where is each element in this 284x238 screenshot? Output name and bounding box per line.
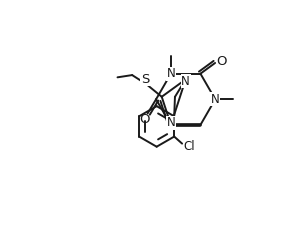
- Text: N: N: [166, 67, 175, 80]
- Text: N: N: [181, 75, 190, 88]
- Text: S: S: [141, 73, 149, 85]
- Text: O: O: [139, 113, 150, 126]
- Text: N: N: [211, 93, 220, 106]
- Text: Cl: Cl: [183, 140, 195, 153]
- Text: N: N: [166, 116, 175, 129]
- Text: O: O: [216, 55, 227, 68]
